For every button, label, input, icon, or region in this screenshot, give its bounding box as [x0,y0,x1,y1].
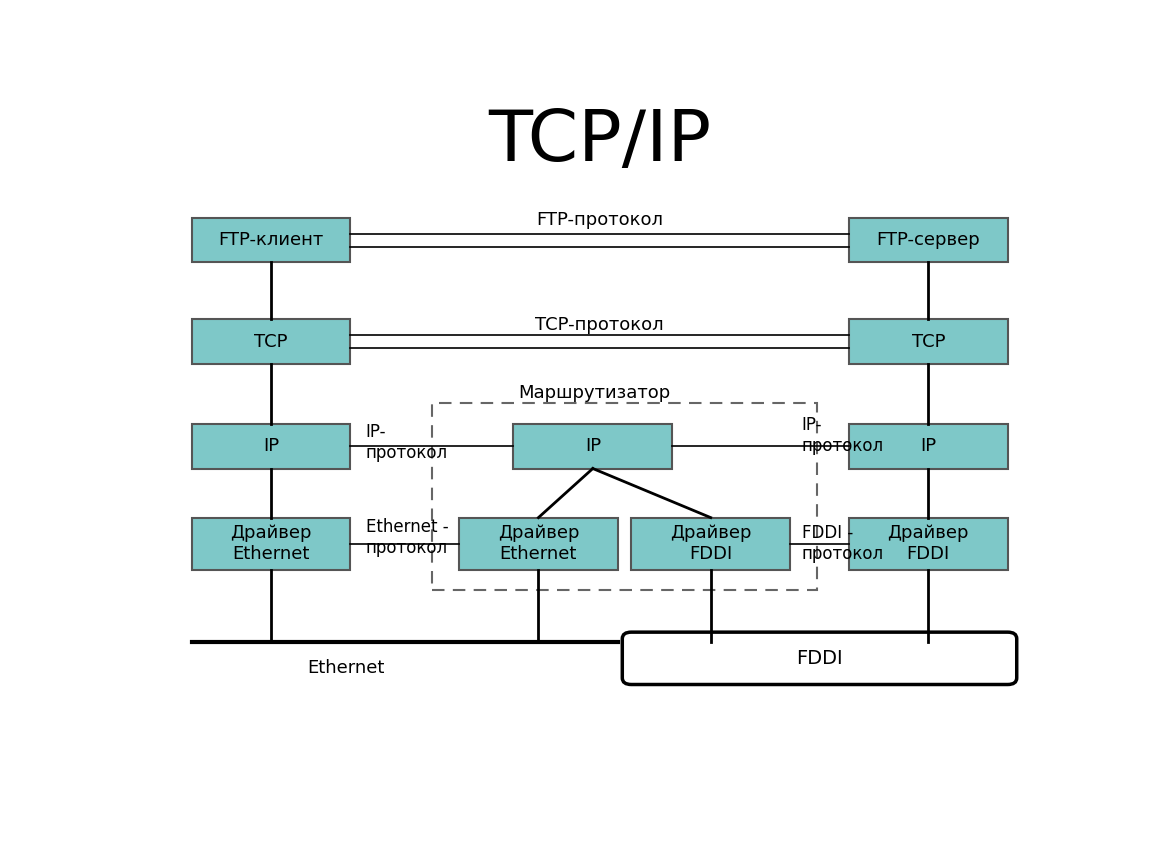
Text: FDDI -
протокол: FDDI - протокол [801,524,885,564]
Bar [849,424,1007,468]
Text: Маршрутизатор: Маршрутизатор [518,384,670,402]
Text: IP-
протокол: IP- протокол [366,423,448,462]
Bar [459,518,618,570]
Text: FDDI: FDDI [797,649,842,668]
Text: Драйвер
Ethernet: Драйвер Ethernet [230,524,311,564]
Text: Ethernet: Ethernet [307,659,385,677]
Bar [432,403,817,590]
Bar [849,518,1007,570]
Text: FTP-протокол: FTP-протокол [536,211,663,229]
Text: Драйвер
FDDI: Драйвер FDDI [670,524,751,564]
FancyBboxPatch shape [622,632,1017,684]
Bar [849,218,1007,263]
Text: Ethernet -
протокол: Ethernet - протокол [366,518,448,557]
Bar [849,320,1007,364]
Bar [192,320,350,364]
Text: TCP-протокол: TCP-протокол [536,315,663,333]
Bar [514,424,673,468]
Text: IP: IP [263,437,278,456]
Text: Драйвер
Ethernet: Драйвер Ethernet [497,524,579,564]
Text: Драйвер
FDDI: Драйвер FDDI [888,524,969,564]
Text: TCP: TCP [911,332,945,350]
Text: IP: IP [585,437,601,456]
Bar [192,218,350,263]
Bar [192,424,350,468]
Bar [632,518,790,570]
Text: TCP: TCP [254,332,288,350]
Text: TCP/IP: TCP/IP [488,107,711,176]
Text: IP: IP [921,437,936,456]
Text: FTP-клиент: FTP-клиент [219,231,324,249]
Text: FTP-сервер: FTP-сервер [876,231,980,249]
Text: IP-
протокол: IP- протокол [801,416,885,456]
Bar [192,518,350,570]
